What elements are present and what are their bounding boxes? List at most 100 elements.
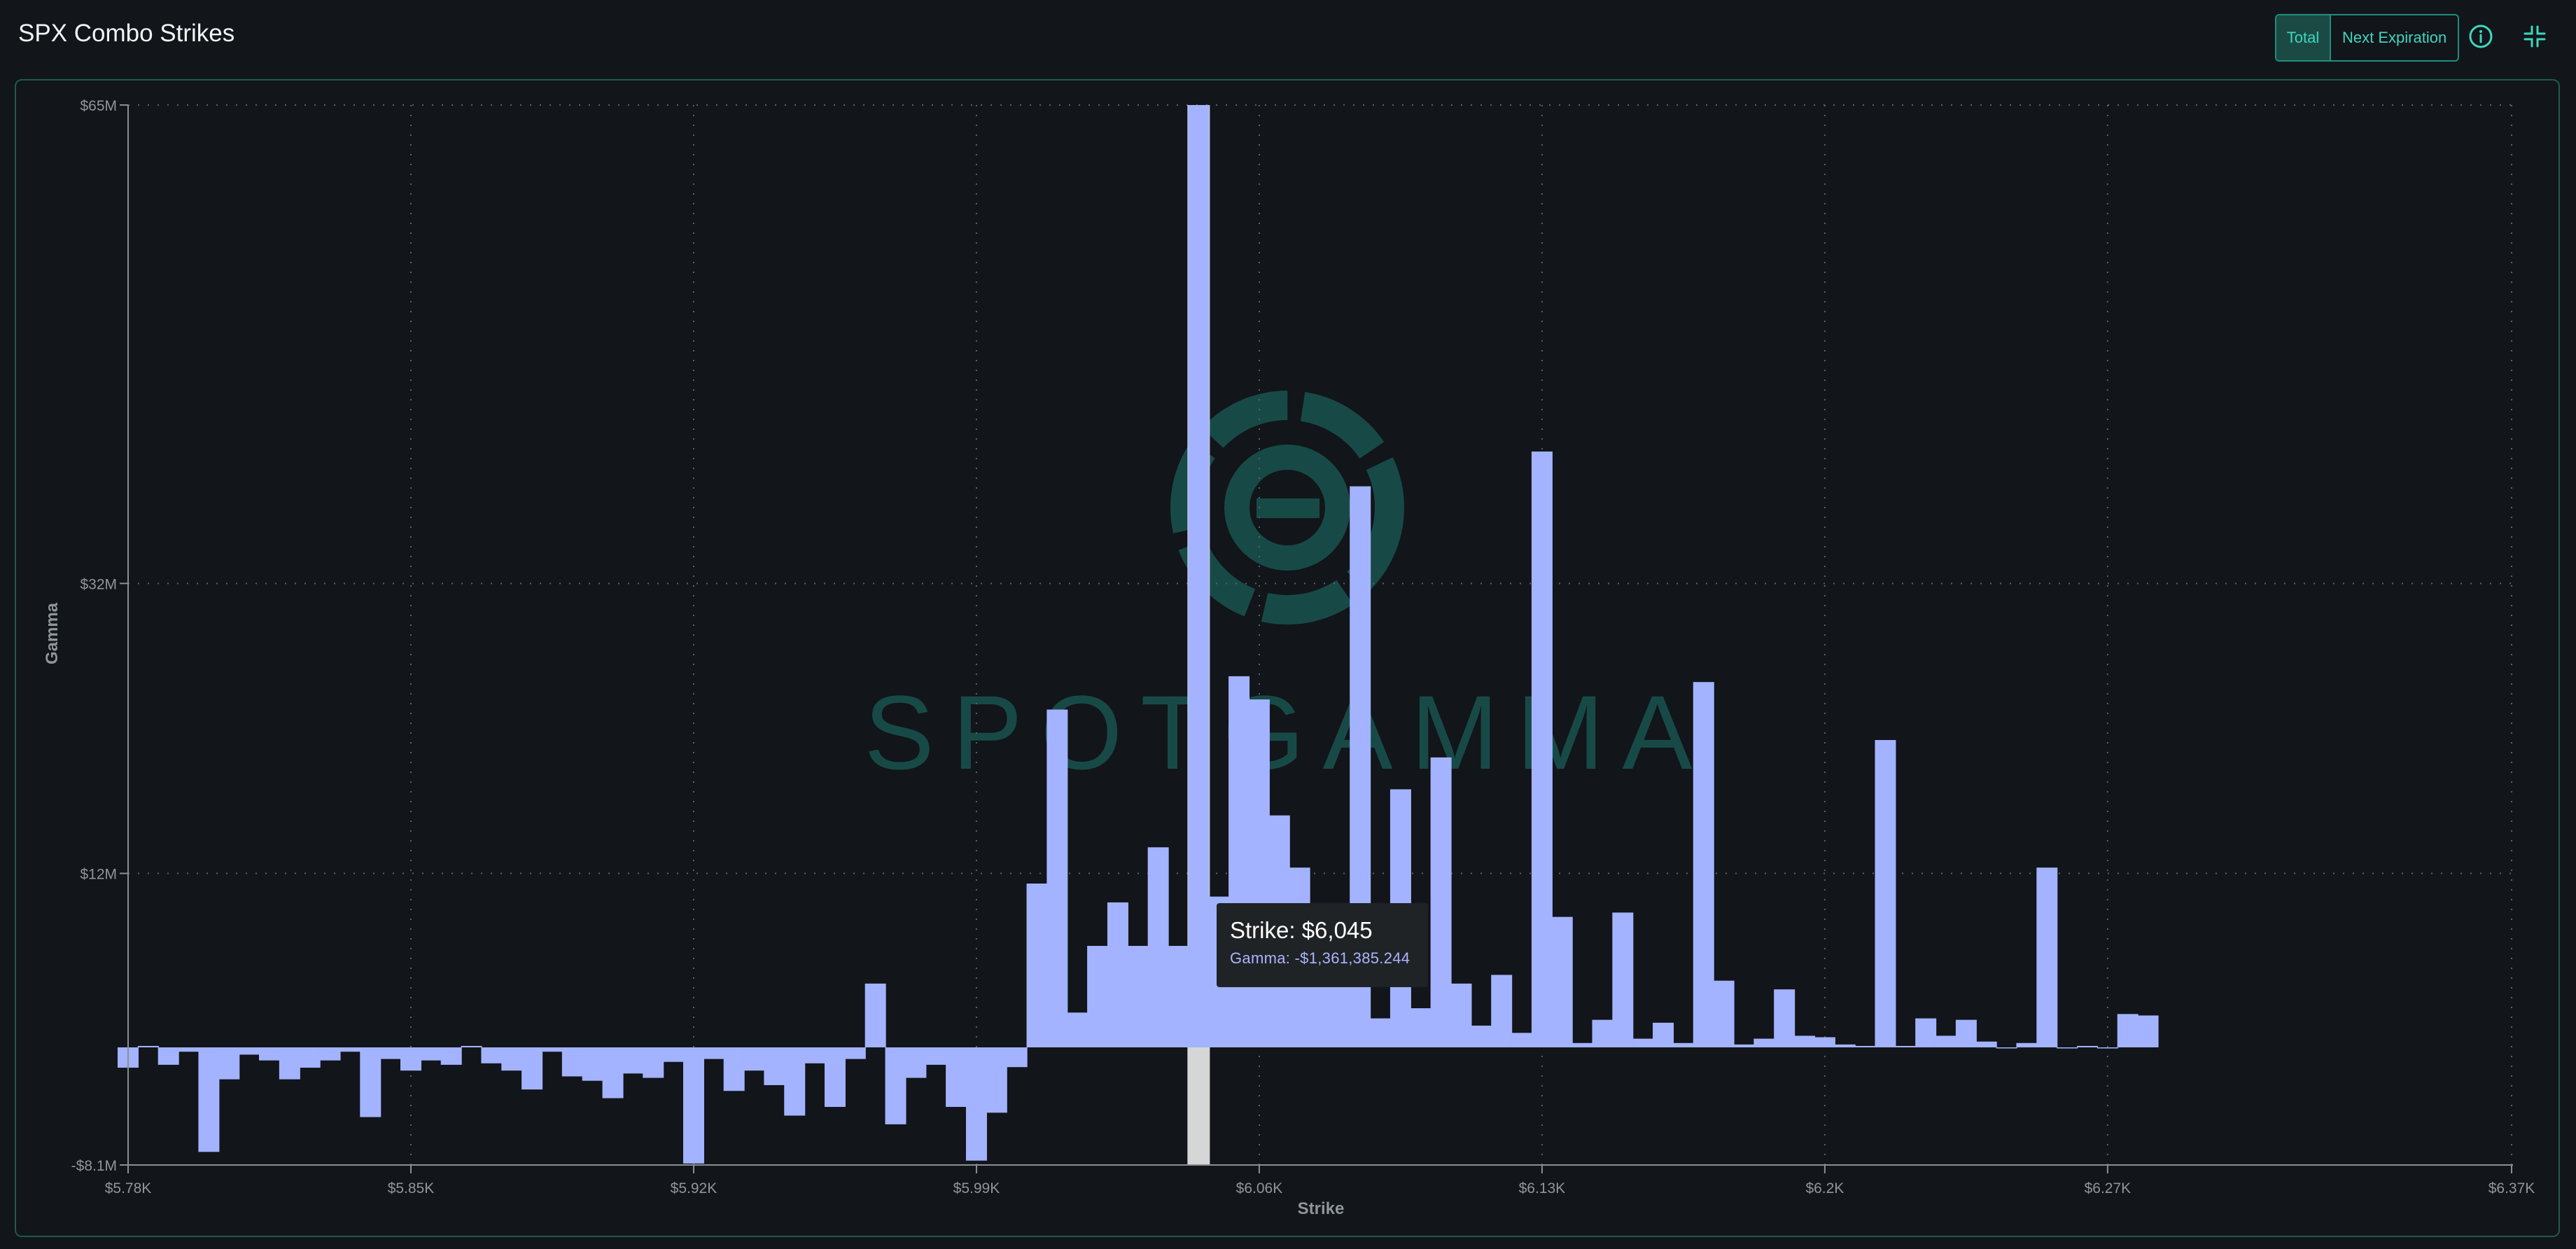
- gamma-bar[interactable]: [198, 1047, 220, 1152]
- x-tick-label: $6.06K: [1236, 1180, 1283, 1196]
- gamma-bar[interactable]: [1147, 847, 1169, 1047]
- gamma-bar[interactable]: [319, 1047, 341, 1061]
- gamma-bar[interactable]: [1067, 1012, 1088, 1047]
- gamma-bar[interactable]: [1572, 1042, 1593, 1047]
- gamma-bar[interactable]: [885, 1047, 906, 1124]
- gamma-bar[interactable]: [279, 1047, 300, 1080]
- gamma-bar[interactable]: [602, 1047, 624, 1098]
- gamma-bar[interactable]: [440, 1047, 462, 1065]
- gamma-bar[interactable]: [1370, 1018, 1392, 1047]
- gamma-bar[interactable]: [1653, 1022, 1674, 1047]
- gamma-bar[interactable]: [764, 1047, 785, 1085]
- gamma-bar[interactable]: [299, 1047, 321, 1068]
- gamma-bar[interactable]: [2057, 1047, 2078, 1049]
- gamma-bar[interactable]: [239, 1047, 260, 1055]
- gamma-bar[interactable]: [1975, 1041, 1997, 1047]
- gamma-bar[interactable]: [1955, 1019, 1977, 1047]
- gamma-bar[interactable]: [137, 1045, 159, 1047]
- gamma-bar[interactable]: [1471, 1025, 1492, 1047]
- gamma-bar[interactable]: [501, 1047, 523, 1071]
- gamma-bar[interactable]: [258, 1047, 280, 1061]
- gamma-bar[interactable]: [784, 1047, 806, 1116]
- gamma-bar[interactable]: [643, 1047, 664, 1078]
- gamma-bar[interactable]: [1592, 1019, 1614, 1047]
- gamma-bar[interactable]: [1875, 739, 1896, 1047]
- gamma-bar[interactable]: [340, 1047, 361, 1052]
- gamma-bar[interactable]: [178, 1047, 200, 1052]
- gamma-bar[interactable]: [1754, 1038, 1775, 1047]
- gamma-bar[interactable]: [622, 1047, 644, 1074]
- x-axis-title: Strike: [1298, 1199, 1345, 1218]
- gamma-bar[interactable]: [1814, 1037, 1835, 1047]
- gamma-bar[interactable]: [743, 1047, 765, 1071]
- gamma-bar[interactable]: [965, 1047, 987, 1161]
- gamma-bar[interactable]: [1935, 1035, 1957, 1047]
- gamma-bar[interactable]: [481, 1047, 503, 1063]
- gamma-bar[interactable]: [1996, 1047, 2017, 1049]
- gamma-bar[interactable]: [804, 1047, 826, 1063]
- gamma-bar[interactable]: [2117, 1014, 2138, 1047]
- gamma-bar[interactable]: [864, 983, 886, 1047]
- gamma-bar[interactable]: [663, 1047, 685, 1062]
- toggle-total-button[interactable]: Total: [2276, 15, 2331, 60]
- gamma-bar[interactable]: [461, 1045, 482, 1047]
- gamma-bar[interactable]: [1026, 884, 1048, 1047]
- gamma-bar[interactable]: [1713, 980, 1735, 1047]
- gamma-bar[interactable]: [844, 1047, 866, 1059]
- gamma-bar[interactable]: [1672, 1042, 1694, 1047]
- gamma-bar[interactable]: [2077, 1045, 2099, 1047]
- gamma-bar[interactable]: [2016, 1042, 2038, 1047]
- gamma-bar[interactable]: [723, 1047, 745, 1091]
- info-circle-icon[interactable]: [2468, 24, 2493, 49]
- gamma-bar[interactable]: [682, 1047, 704, 1164]
- gamma-bar[interactable]: [1551, 916, 1573, 1047]
- gamma-bar[interactable]: [1188, 105, 1210, 1047]
- gamma-bar[interactable]: [2137, 1015, 2159, 1047]
- gamma-bar[interactable]: [420, 1047, 442, 1061]
- gamma-bar[interactable]: [360, 1047, 382, 1117]
- gamma-bar[interactable]: [522, 1047, 543, 1090]
- gamma-bar[interactable]: [986, 1047, 1007, 1113]
- gamma-bar[interactable]: [1087, 946, 1109, 1047]
- gamma-bar[interactable]: [824, 1047, 846, 1108]
- gamma-bar[interactable]: [1127, 946, 1149, 1047]
- gamma-bar[interactable]: [582, 1047, 603, 1081]
- gamma-bar[interactable]: [541, 1047, 563, 1052]
- gamma-bar[interactable]: [1006, 1047, 1028, 1068]
- gamma-bar[interactable]: [905, 1047, 927, 1078]
- gamma-bar[interactable]: [925, 1047, 947, 1065]
- gamma-bar[interactable]: [1612, 912, 1634, 1047]
- gamma-bar[interactable]: [1733, 1044, 1755, 1047]
- gamma-bar[interactable]: [1228, 676, 1250, 1047]
- collapse-arrows-icon[interactable]: [2522, 24, 2547, 49]
- gamma-bar[interactable]: [1430, 757, 1452, 1047]
- gamma-bar[interactable]: [1531, 451, 1553, 1047]
- gamma-bar[interactable]: [1794, 1035, 1816, 1047]
- gamma-bar[interactable]: [1854, 1045, 1876, 1047]
- gamma-bar[interactable]: [1774, 989, 1795, 1047]
- gamma-bar[interactable]: [1895, 1045, 1917, 1047]
- gamma-bar[interactable]: [703, 1047, 724, 1059]
- gamma-bar[interactable]: [1491, 975, 1513, 1047]
- gamma-bar[interactable]: [2096, 1047, 2118, 1049]
- gamma-bar[interactable]: [158, 1047, 179, 1065]
- toggle-next-expiration-button[interactable]: Next Expiration: [2342, 29, 2447, 46]
- gamma-bar[interactable]: [1450, 983, 1472, 1047]
- gamma-bar[interactable]: [400, 1047, 421, 1071]
- gamma-bar[interactable]: [218, 1047, 240, 1080]
- gamma-bar[interactable]: [1834, 1044, 1856, 1047]
- gamma-bar[interactable]: [1248, 699, 1270, 1047]
- gamma-bar[interactable]: [1046, 709, 1068, 1047]
- gamma-bar[interactable]: [561, 1047, 583, 1077]
- y-tick-label: $32M: [80, 576, 117, 592]
- gamma-bar[interactable]: [380, 1047, 402, 1059]
- gamma-bar[interactable]: [946, 1047, 967, 1108]
- gamma-bar[interactable]: [1107, 902, 1128, 1047]
- gamma-bar[interactable]: [2036, 867, 2058, 1047]
- gamma-bar[interactable]: [1410, 1008, 1432, 1047]
- gamma-bar[interactable]: [1693, 682, 1714, 1047]
- gamma-bar[interactable]: [1511, 1033, 1533, 1047]
- gamma-bar[interactable]: [1915, 1018, 1937, 1047]
- gamma-bar[interactable]: [1632, 1038, 1654, 1047]
- gamma-bar[interactable]: [1168, 946, 1189, 1047]
